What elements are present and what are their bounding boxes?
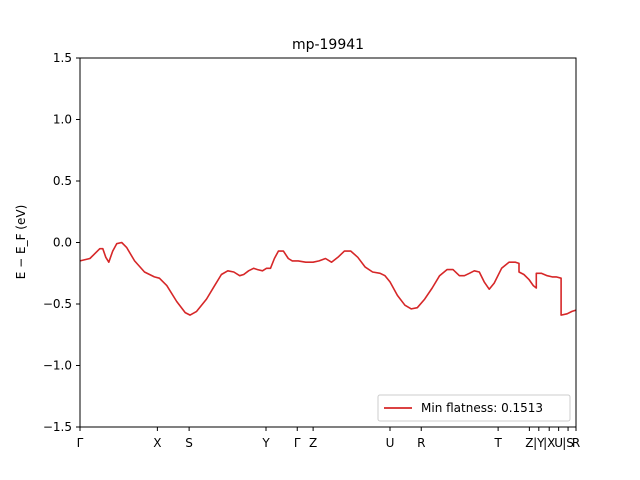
x-tick-label-3: Y xyxy=(261,436,270,450)
y-tick-label-2: 0.5 xyxy=(53,174,72,188)
x-tick-label-11: |X xyxy=(543,436,555,450)
y-tick-label-6: −1.5 xyxy=(43,420,72,434)
y-tick-label-1: 1.0 xyxy=(53,113,72,127)
x-tick-label-13: |S xyxy=(562,436,574,450)
legend-box xyxy=(377,394,571,422)
legend: Min flatness: 0.1513 xyxy=(377,394,571,422)
band-line-0-0 xyxy=(79,241,577,316)
y-tick-label-5: −1.0 xyxy=(43,359,72,373)
x-tick-label-6: U xyxy=(386,436,395,450)
x-tick-label-8: T xyxy=(493,436,502,450)
legend-label: Min flatness: 0.1513 xyxy=(421,401,543,415)
y-tick-label-4: −0.5 xyxy=(43,297,72,311)
x-tick-label-1: X xyxy=(153,436,161,450)
x-tick-label-14: R xyxy=(572,436,580,450)
y-tick-label-0: 1.5 xyxy=(53,51,72,65)
x-tick-label-12: U xyxy=(554,436,563,450)
y-axis-label: E − E_F (eV) xyxy=(14,205,28,280)
x-tick-label-4: Γ xyxy=(294,436,301,450)
axes-layer: 1.51.00.50.0−0.5−1.0−1.5Γ X S Y Γ Z U R T Z |Y|XU |… xyxy=(43,51,580,450)
x-tick-label-7: R xyxy=(417,436,425,450)
x-tick-label-0: Γ xyxy=(77,436,84,450)
x-tick-label-5: Z xyxy=(309,436,317,450)
y-tick-label-3: 0.0 xyxy=(53,236,72,250)
series-layer xyxy=(79,241,577,316)
x-tick-label-10: |Y xyxy=(533,436,545,450)
x-tick-label-9: Z xyxy=(525,436,533,450)
chart-title: mp-19941 xyxy=(292,37,364,53)
x-tick-label-2: S xyxy=(185,436,193,450)
